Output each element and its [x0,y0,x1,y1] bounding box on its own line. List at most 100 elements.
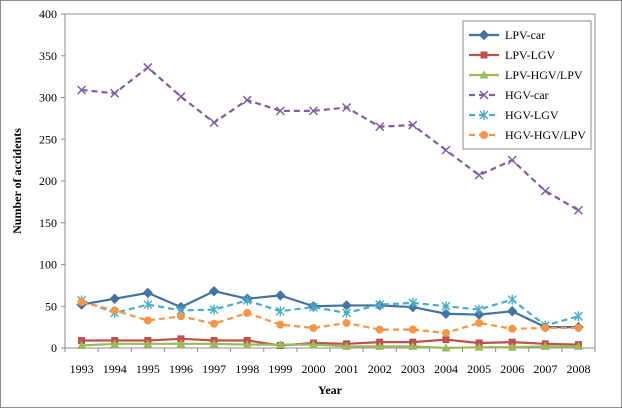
legend-marker [479,70,489,79]
legend-box [462,20,592,150]
y-axis-title: Number of accidents [10,128,24,234]
y-tick-label: 150 [39,216,57,230]
data-point [507,155,517,165]
data-point [143,299,153,310]
data-point [408,120,418,130]
data-point [308,340,318,349]
legend-label: HGV-LGV [505,108,559,122]
data-point [342,307,352,318]
data-point [176,312,185,321]
data-point [375,325,384,334]
x-tick-label: 2002 [368,362,392,376]
data-point [408,297,418,308]
x-tick-label: 1993 [70,362,94,376]
data-point [275,306,285,317]
x-tick-label: 2005 [467,362,491,376]
data-point [440,308,452,319]
x-tick-label: 1994 [103,362,127,376]
legend-item-lpv-car: LPV-car [469,28,545,42]
legend-marker [479,90,489,100]
legend-label: HGV-car [505,88,549,102]
x-tick-label: 2007 [533,362,557,376]
data-point [275,290,286,301]
data-point [441,301,451,312]
x-tick-label: 1999 [268,362,292,376]
series-layer [76,62,584,352]
data-point [408,325,417,334]
data-point [375,341,385,350]
series-line-lpv-lgv [81,337,579,347]
x-tick-label: 1996 [169,362,193,376]
legend-marker [480,51,488,59]
data-point [573,341,583,350]
data-point [507,342,517,351]
data-point [210,319,219,328]
data-point [209,304,219,315]
x-tick-label: 2003 [401,362,425,376]
data-point [508,324,517,333]
data-point [110,306,119,315]
data-point [208,286,220,297]
data-point [441,145,451,155]
legend-item-hgv-lgv: HGV-LGV [469,108,559,122]
series-line-lpv-car [81,290,579,329]
series-line-hgv-hgv-lpv [81,301,579,335]
x-tick-label: 2001 [335,362,359,376]
data-point [540,186,550,196]
y-tick-label: 100 [39,258,57,272]
series-hgv-hgv-lpv [77,298,583,337]
legend-item-lpv-lgv: LPV-LGV [469,48,556,62]
data-point [375,122,385,132]
legend: LPV-car LPV-LGV LPV-HGV/LPV HGV-car HGV-LGV H… [462,20,592,150]
data-point [573,205,583,215]
data-point [474,342,484,351]
data-point [474,304,484,315]
legend-label: LPV-LGV [505,48,556,62]
data-point [474,170,484,180]
series-hgv-car [77,62,583,215]
data-point [143,316,152,325]
x-tick-label: 1997 [202,362,226,376]
y-tick-label: 50 [45,299,57,313]
data-point [243,308,252,317]
y-tick-label: 300 [39,91,57,105]
legend-item-hgv-car: HGV-car [469,88,549,102]
legend-label: LPV-car [505,28,545,42]
y-axis: 0 50 100 150 200 250 300 350 400 [39,7,65,355]
series-line-lpv-hgv-lpv [81,342,579,350]
data-point [506,306,518,317]
x-tick-label: 2008 [566,362,590,376]
data-point [276,320,285,329]
data-point [142,287,154,299]
y-tick-label: 0 [51,341,57,355]
data-point [77,340,87,349]
data-point [242,340,252,349]
data-point [541,323,550,332]
x-tick-label: 2006 [500,362,524,376]
data-point [275,340,285,349]
series-line-hgv-lgv [81,298,579,327]
data-point [176,92,186,102]
data-point [177,335,185,343]
data-point [375,299,385,310]
data-point [573,311,583,322]
legend-item-hgv-hgv-lpv: HGV-HGV/LPV [469,128,586,142]
y-tick-label: 400 [39,7,57,21]
data-point [78,336,86,344]
data-point [342,102,352,113]
data-point [442,336,450,344]
series-lpv-hgv-lpv [77,339,583,352]
y-tick-label: 250 [39,132,57,146]
legend-marker [478,29,490,41]
data-point [110,88,120,98]
data-point [508,338,516,346]
data-point [540,341,550,350]
x-axis-title: Year [318,383,343,397]
data-point [275,106,285,116]
data-point [242,95,252,105]
data-point [308,302,318,313]
series-line-hgv-car [81,66,579,212]
data-point [77,85,87,95]
